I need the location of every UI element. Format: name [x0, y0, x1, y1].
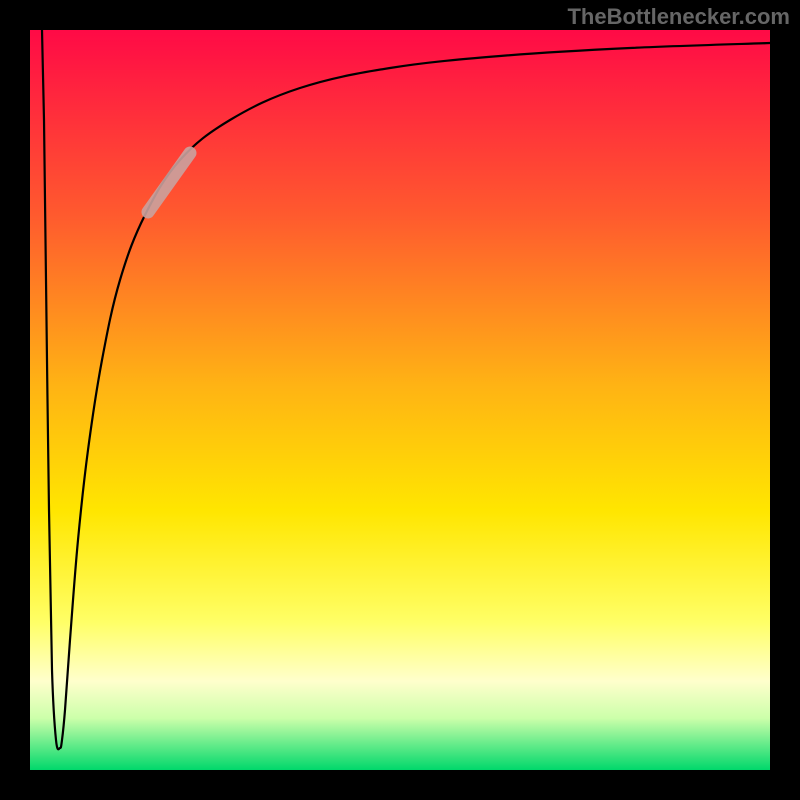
curve-layer: [30, 30, 770, 770]
chart-frame: TheBottlenecker.com: [0, 0, 800, 800]
plot-area: [30, 30, 770, 770]
watermark-text: TheBottlenecker.com: [567, 4, 790, 30]
bottleneck-curve: [42, 30, 770, 749]
highlight-segment: [148, 153, 190, 212]
